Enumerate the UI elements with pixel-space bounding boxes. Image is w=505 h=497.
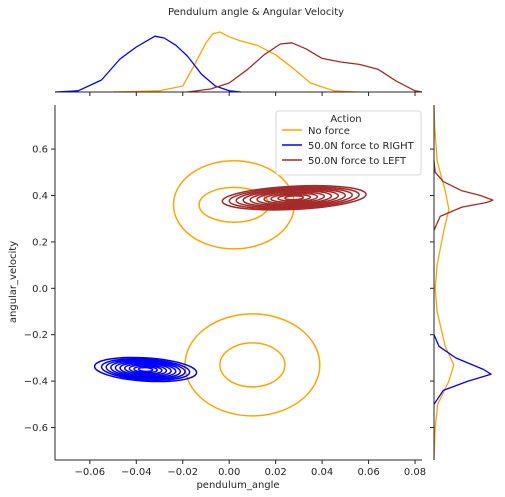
- contour-no-force-1-1: [219, 342, 286, 388]
- contour-50-0n-force-to-right-0-8: [133, 365, 158, 374]
- y-marginal-plot: [430, 104, 494, 461]
- contour-50-0n-force-to-left-0-8: [277, 193, 312, 202]
- y-tick-label: 0.6: [32, 145, 48, 156]
- contour-50-0n-force-to-left-0-0: [221, 184, 367, 211]
- x-marginal-plot: [54, 31, 423, 96]
- contour-50-0n-force-to-left-0-3: [242, 188, 346, 208]
- x-axis-label: pendulum_angle: [196, 480, 279, 491]
- contour-50-0n-force-to-left-0-1: [228, 186, 360, 210]
- x-marginal-no-force: [113, 31, 358, 93]
- y-axis-label: angular_velocity: [8, 241, 19, 323]
- contour-50-0n-force-to-left-0-4: [249, 189, 339, 207]
- y-marginal-50-0n-force-to-right: [433, 334, 492, 405]
- contour-50-0n-force-to-right-0-9: [137, 366, 154, 373]
- legend-box: [275, 110, 422, 176]
- y-tick-label: 0.4: [32, 191, 48, 202]
- contour-50-0n-force-to-left-0-7: [270, 192, 319, 203]
- legend-label-50-0n-force-to-left: 50.0N force to LEFT: [308, 156, 407, 167]
- y-tick-label: −0.2: [24, 330, 48, 341]
- x-marginal-50-0n-force-to-right: [54, 35, 241, 93]
- y-marginal-no-force: [433, 104, 455, 461]
- x-tick-label: 0.02: [265, 467, 287, 478]
- contour-50-0n-force-to-left-0-9: [284, 195, 305, 201]
- main-plot-area: [93, 159, 367, 417]
- contour-50-0n-force-to-left-0-5: [256, 190, 333, 206]
- y-marginal-50-0n-force-to-left: [433, 160, 494, 231]
- x-tick-label: 0.08: [404, 467, 426, 478]
- x-tick-label: 0.04: [311, 467, 333, 478]
- contour-50-0n-force-to-right-0-6: [123, 363, 168, 376]
- x-tick-label: −0.04: [121, 467, 152, 478]
- y-tick-label: −0.4: [24, 377, 48, 388]
- legend-title: Action: [330, 114, 361, 125]
- contour-50-0n-force-to-right-0-7: [128, 364, 163, 375]
- contour-50-0n-force-to-right-0-4: [114, 361, 177, 378]
- legend: Action No force 50.0N force to RIGHT 50.0N…: [275, 110, 422, 176]
- contour-50-0n-force-to-left-0-6: [263, 191, 326, 205]
- chart-title: Pendulum angle & Angular Velocity: [168, 7, 344, 18]
- y-tick-label: 0.0: [32, 284, 48, 295]
- contour-50-0n-force-to-right-0-0: [93, 356, 198, 383]
- axes: −0.06 −0.04 −0.02 0.00 0.02 0.04 0.06 0.08 −0.6 −…: [24, 105, 426, 478]
- legend-label-50-0n-force-to-right: 50.0N force to RIGHT: [308, 141, 415, 152]
- contour-no-force-1-0: [184, 313, 321, 417]
- x-tick-label: −0.02: [167, 467, 198, 478]
- contour-50-0n-force-to-right-0-1: [100, 358, 191, 381]
- legend-label-no-force: No force: [308, 126, 350, 137]
- contour-50-0n-force-to-left-0-2: [235, 187, 353, 209]
- x-marginal-50-0n-force-to-left: [187, 42, 423, 93]
- y-tick-label: 0.2: [32, 237, 48, 248]
- contour-50-0n-force-to-right-0-3: [110, 360, 182, 379]
- x-tick-label: 0.00: [218, 467, 240, 478]
- y-tick-label: −0.6: [24, 423, 48, 434]
- contour-50-0n-force-to-right-0-5: [119, 362, 172, 377]
- contour-50-0n-force-to-right-0-2: [105, 359, 186, 380]
- x-tick-label: −0.06: [75, 467, 106, 478]
- x-tick-label: 0.06: [357, 467, 379, 478]
